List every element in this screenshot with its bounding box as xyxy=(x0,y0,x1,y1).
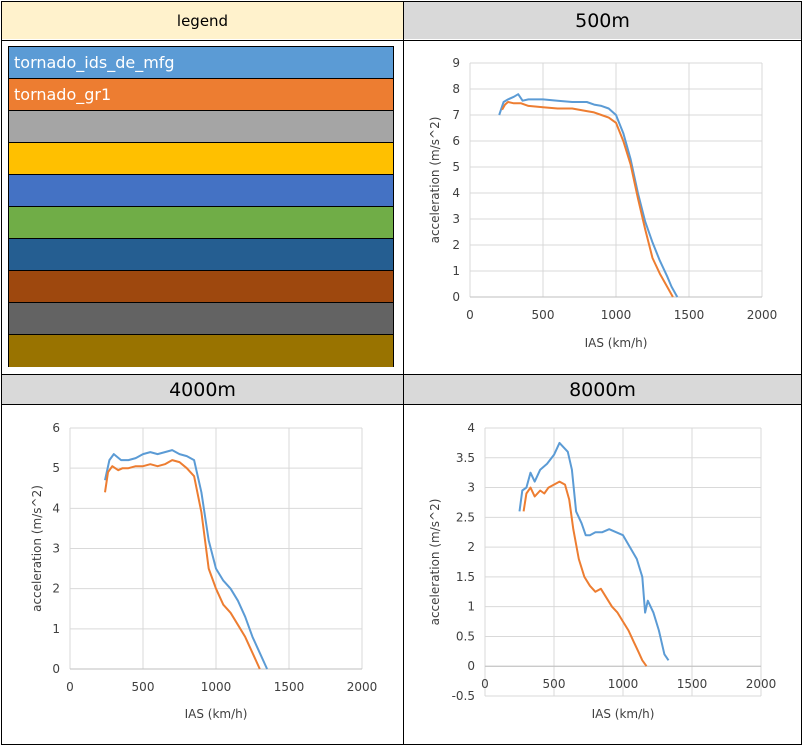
y-tick-label: 5 xyxy=(52,461,60,475)
table-row-divider xyxy=(2,40,801,41)
legend-list: tornado_ids_de_mfg tornado_gr1 xyxy=(8,46,394,367)
chart-500m-svg: 0 1 2 3 4 5 6 7 8 9 0 500 1000 1500 2000 IAS (km/h) acce… xyxy=(428,56,778,350)
y-tick-label: 5 xyxy=(452,160,460,174)
y-tick-label: -0.5 xyxy=(452,689,475,703)
x-tick-label: 2000 xyxy=(746,677,777,691)
y-tick-label: 1 xyxy=(52,622,60,636)
x-tick-label: 2000 xyxy=(347,680,378,694)
y-tick-label: 2 xyxy=(52,582,60,596)
y-tick-label: 3 xyxy=(52,542,60,556)
y-tick-label: 8 xyxy=(452,82,460,96)
chart-500m-header: 500m xyxy=(404,2,801,39)
x-axis-title: IAS (km/h) xyxy=(592,707,655,721)
x-tick-label: 0 xyxy=(466,308,474,322)
legend-item xyxy=(9,175,393,207)
chart-4000m: 0 1 2 3 4 5 6 0 500 1000 1500 2000 IAS (km/h) acceler… xyxy=(3,404,400,744)
table-column-divider xyxy=(403,2,404,744)
series-line-tornado-gr1 xyxy=(104,459,261,670)
y-tick-label: 1 xyxy=(452,264,460,278)
x-axis-title: IAS (km/h) xyxy=(185,707,248,721)
legend-item: tornado_gr1 xyxy=(9,79,393,111)
y-tick-label: 3 xyxy=(467,481,475,495)
x-tick-label: 1500 xyxy=(274,680,305,694)
y-tick-label: 3 xyxy=(452,212,460,226)
table-row-divider xyxy=(2,404,801,405)
chart-4000m-svg: 0 1 2 3 4 5 6 0 500 1000 1500 2000 IAS (km/h) acceler… xyxy=(30,421,378,721)
chart-8000m: -0.5 0 0.5 1 1.5 2 2.5 3 3.5 4 0 500 1000 1500 2000 IAS… xyxy=(403,404,800,744)
chart-4000m-header: 4000m xyxy=(2,375,403,404)
table-row-divider xyxy=(2,374,801,375)
series-line-tornado-gr1 xyxy=(522,480,648,667)
y-tick-label: 4 xyxy=(52,501,60,515)
y-tick-label: 0 xyxy=(52,662,60,676)
chart-500m: 0 1 2 3 4 5 6 7 8 9 0 500 1000 1500 2000 IAS (km/h) acce… xyxy=(403,40,801,373)
x-tick-label: 1000 xyxy=(201,680,232,694)
x-tick-label: 1500 xyxy=(677,677,708,691)
y-tick-label: 6 xyxy=(452,134,460,148)
chart-8000m-header: 8000m xyxy=(404,375,801,404)
y-tick-label: 9 xyxy=(452,56,460,70)
y-tick-label: 0 xyxy=(467,659,475,673)
y-tick-label: 3.5 xyxy=(456,451,475,465)
legend-item xyxy=(9,335,393,367)
y-axis-title: acceleration (m/s^2) xyxy=(428,117,442,244)
legend-item xyxy=(9,271,393,303)
legend-item xyxy=(9,143,393,175)
y-tick-label: 6 xyxy=(52,421,60,435)
legend-header: legend xyxy=(2,2,403,39)
chart-8000m-svg: -0.5 0 0.5 1 1.5 2 2.5 3 3.5 4 0 500 1000 1500 2000 IAS… xyxy=(428,421,777,721)
x-axis-title: IAS (km/h) xyxy=(585,336,648,350)
series-line-tornado-ids-de-mfg xyxy=(104,449,269,670)
y-tick-label: 0.5 xyxy=(456,629,475,643)
y-axis-title: acceleration (m/s^2) xyxy=(30,485,44,612)
x-tick-label: 0 xyxy=(66,680,74,694)
x-tick-label: 500 xyxy=(543,677,566,691)
series-line-tornado-ids-de-mfg xyxy=(498,93,679,298)
series-line-tornado-gr1 xyxy=(501,101,674,298)
x-tick-label: 1500 xyxy=(674,308,705,322)
x-tick-label: 2000 xyxy=(747,308,778,322)
legend-item xyxy=(9,111,393,143)
y-axis-title: acceleration (m/s^2) xyxy=(428,499,442,626)
x-tick-label: 0 xyxy=(481,677,489,691)
y-tick-label: 7 xyxy=(452,108,460,122)
x-tick-label: 500 xyxy=(132,680,155,694)
y-tick-label: 4 xyxy=(452,186,460,200)
y-tick-label: 2 xyxy=(452,238,460,252)
legend-item xyxy=(9,303,393,335)
series-line-tornado-ids-de-mfg xyxy=(518,441,670,661)
legend-item: tornado_ids_de_mfg xyxy=(9,47,393,79)
y-tick-label: 4 xyxy=(467,421,475,435)
y-tick-label: 2.5 xyxy=(456,510,475,524)
y-tick-label: 1.5 xyxy=(456,570,475,584)
x-tick-label: 1000 xyxy=(608,677,639,691)
x-tick-label: 1000 xyxy=(601,308,632,322)
y-tick-label: 0 xyxy=(452,290,460,304)
legend-item xyxy=(9,239,393,271)
legend-item xyxy=(9,207,393,239)
x-tick-label: 500 xyxy=(532,308,555,322)
y-tick-label: 2 xyxy=(467,540,475,554)
y-tick-label: 1 xyxy=(467,600,475,614)
